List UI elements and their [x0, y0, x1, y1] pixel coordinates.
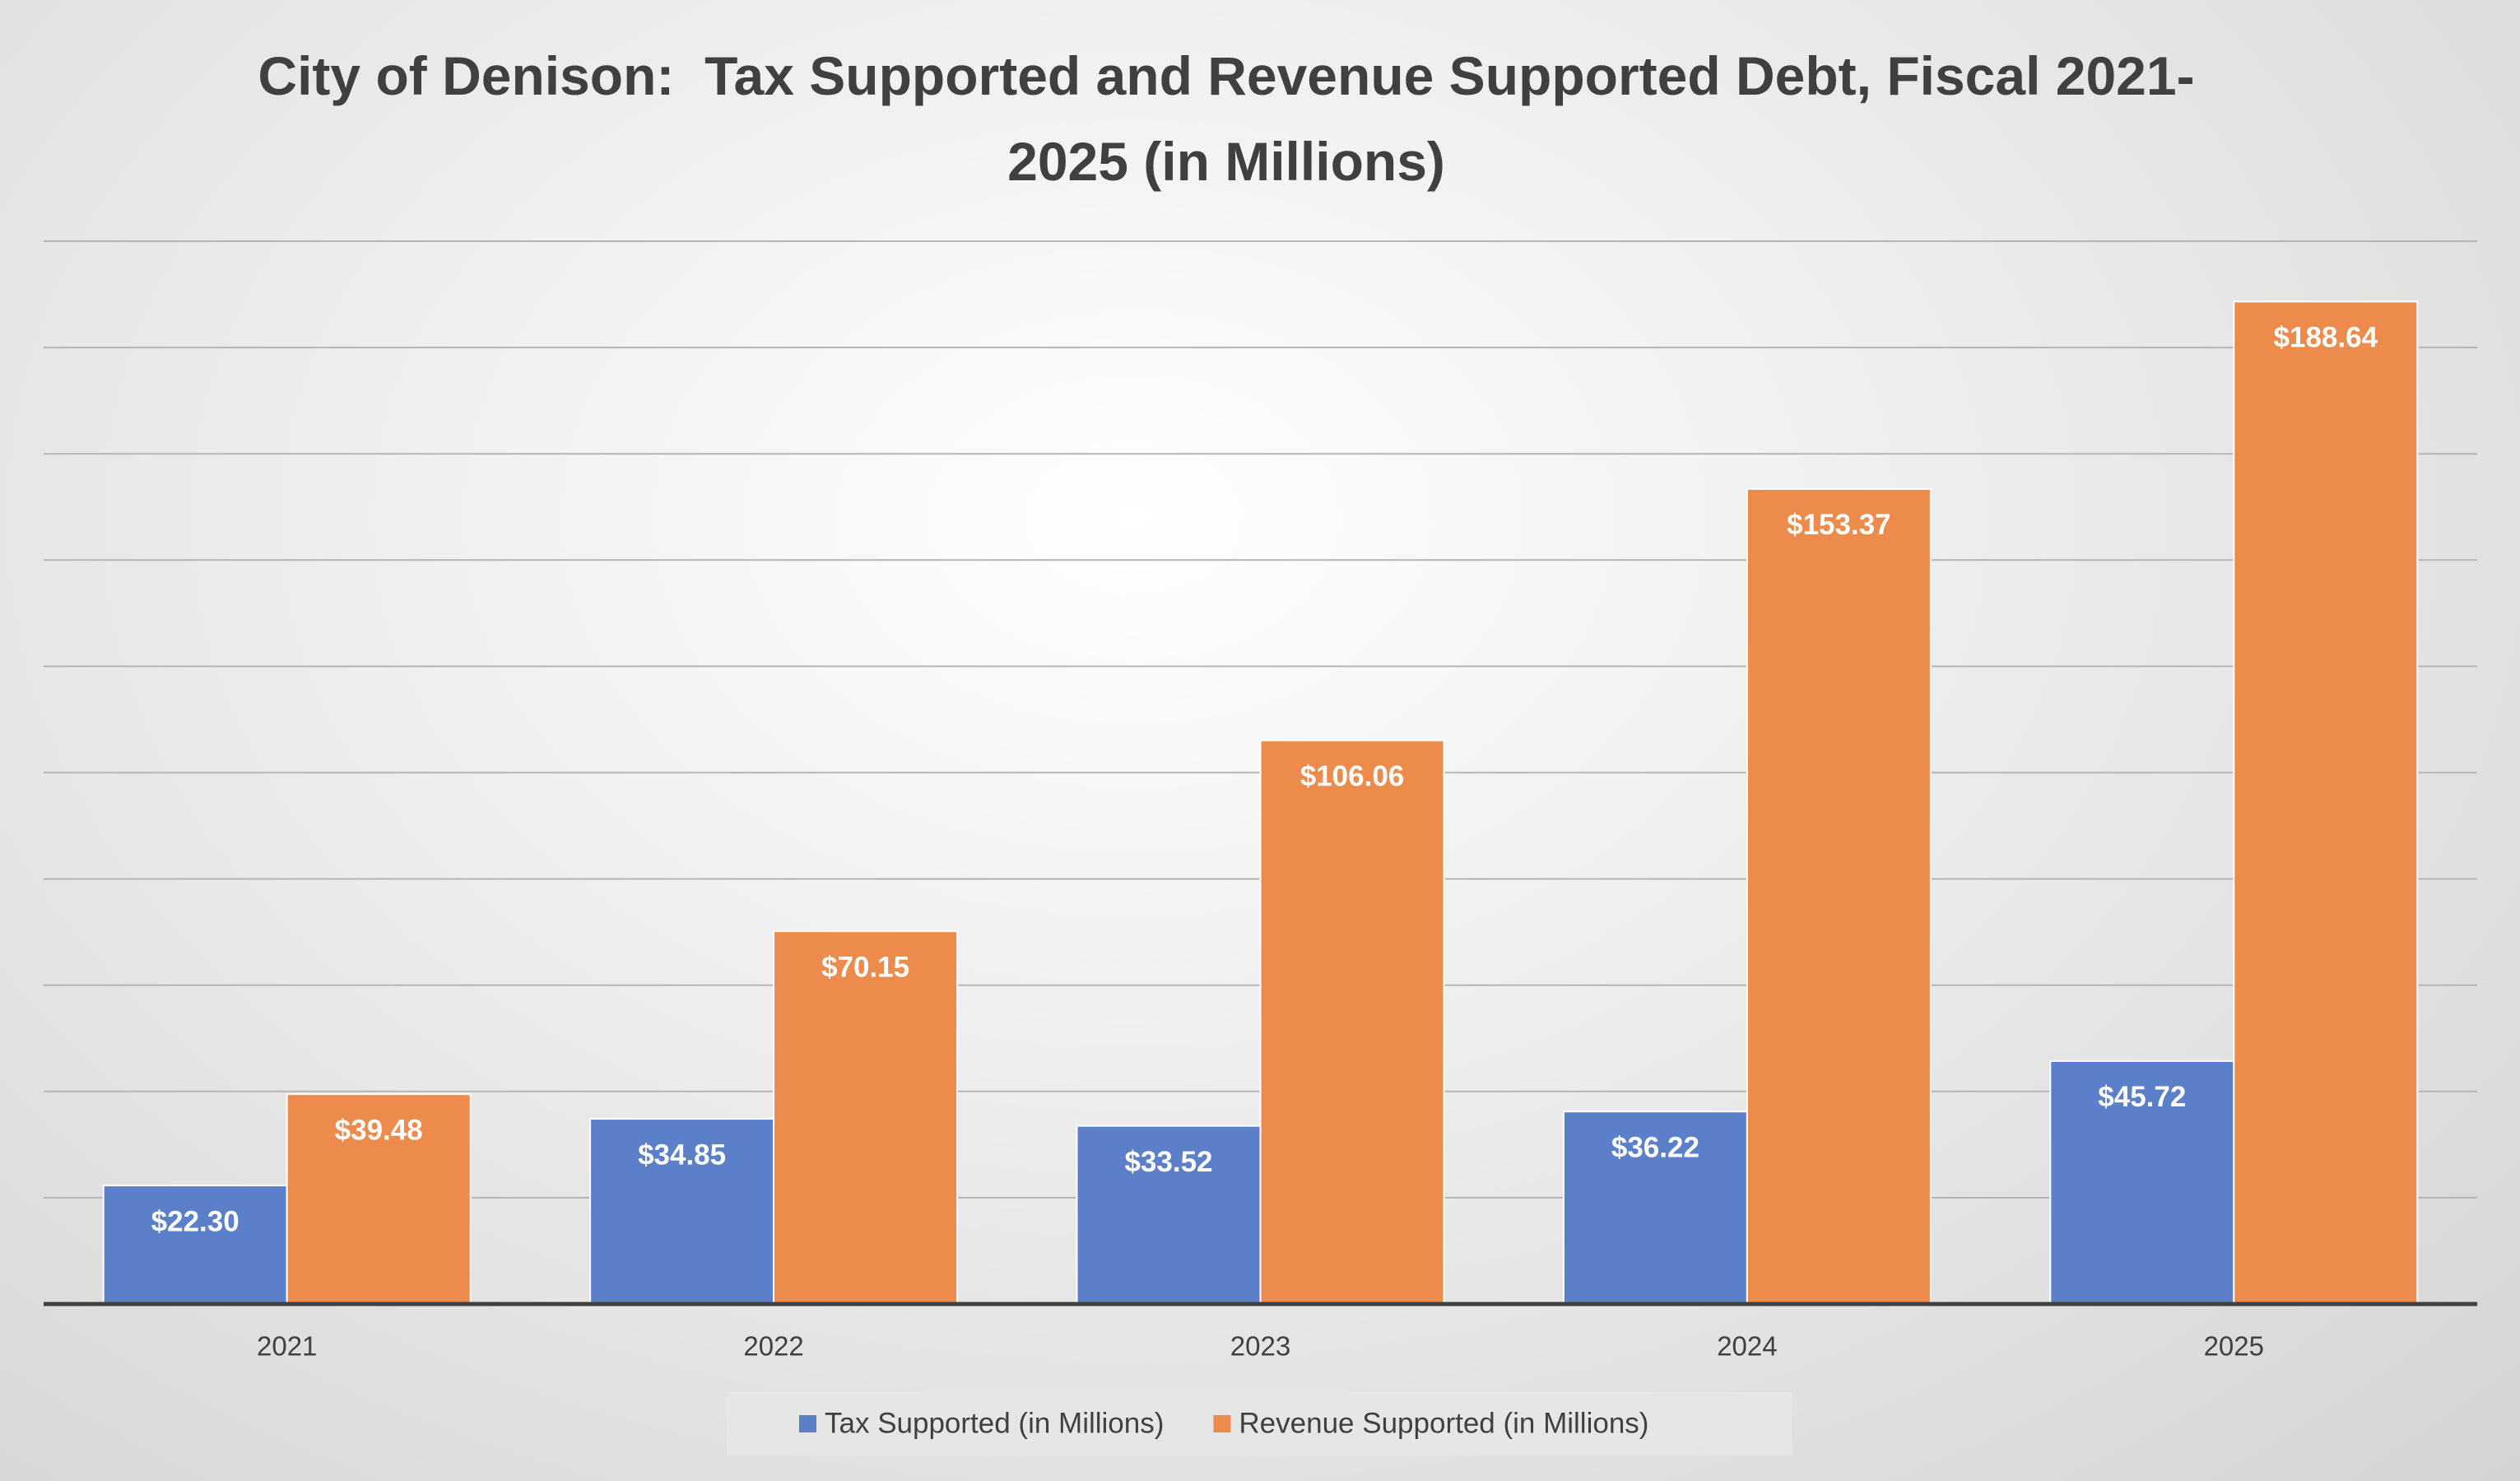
data-label: $34.85: [638, 1139, 726, 1171]
data-label: $153.37: [1787, 509, 1891, 541]
x-tick-label: 2022: [743, 1331, 803, 1362]
bar: [102, 1185, 288, 1305]
x-tick-label: 2021: [257, 1331, 317, 1362]
legend-swatch: [799, 1415, 816, 1432]
data-label: $22.30: [151, 1205, 239, 1237]
data-label: $188.64: [2274, 322, 2378, 354]
legend-label: Tax Supported (in Millions): [825, 1407, 1164, 1439]
chart-title: City of Denison: Tax Supported and Reven…: [258, 45, 2195, 192]
data-label: $70.15: [821, 951, 909, 983]
legend-swatch: [1213, 1415, 1231, 1432]
data-label: $33.52: [1124, 1146, 1212, 1178]
data-label: $106.06: [1300, 761, 1405, 793]
bar: [2233, 300, 2419, 1305]
bar: [1259, 739, 1445, 1305]
x-tick-label: 2025: [2204, 1331, 2264, 1362]
data-label: $45.72: [2098, 1081, 2186, 1113]
data-label: $36.22: [1611, 1131, 1699, 1163]
bar: [773, 930, 959, 1305]
data-label: $39.48: [335, 1114, 423, 1146]
bar: [1562, 1111, 1748, 1306]
bar: [589, 1118, 775, 1305]
bar: [1076, 1125, 1262, 1306]
x-tick-label: 2024: [1717, 1331, 1777, 1362]
legend-box: [727, 1392, 1792, 1455]
legend-label: Revenue Supported (in Millions): [1239, 1407, 1648, 1439]
x-tick-label: 2023: [1230, 1331, 1290, 1362]
bar: [1746, 487, 1932, 1305]
